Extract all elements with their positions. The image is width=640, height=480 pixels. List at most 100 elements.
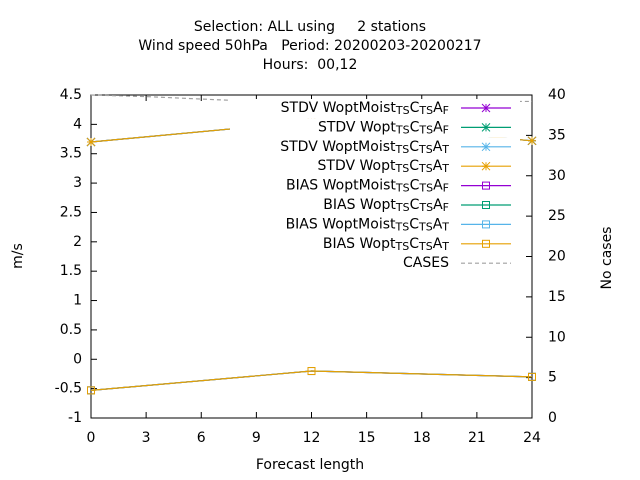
chart-title: Wind speed 50hPa Period: 20200203-202002…	[138, 38, 481, 54]
y-tick-label: 3	[73, 175, 82, 191]
text-part: A	[433, 158, 443, 174]
series-line	[90, 370, 533, 391]
legend-label: STDV WoptTSCTSAF	[318, 119, 449, 136]
subscript: TS	[395, 201, 410, 214]
y2-tick-label: 20	[548, 249, 566, 265]
subscript: F	[443, 201, 449, 214]
y-tick-label: 2	[73, 234, 82, 250]
x-tick-label: 24	[523, 430, 541, 446]
subscript: F	[443, 182, 449, 195]
point	[482, 201, 490, 209]
y2-tick-label: 5	[548, 370, 557, 386]
legend-bg	[230, 157, 520, 177]
text-part: A	[433, 236, 443, 252]
subscript: TS	[418, 221, 433, 234]
subscript: TS	[418, 143, 433, 156]
subscript: TS	[418, 162, 433, 175]
y-tick-label: -0.5	[55, 381, 82, 397]
point	[86, 137, 96, 147]
x-tick-label: 9	[252, 430, 261, 446]
y-tick-label: 3.5	[60, 146, 82, 162]
point	[482, 181, 490, 190]
subscript: TS	[395, 104, 410, 117]
y2-tick-label: 40	[548, 87, 566, 103]
subscript: TS	[395, 143, 410, 156]
y2-axis-label: No cases	[599, 227, 615, 290]
y2-tick-label: 25	[548, 208, 566, 224]
subscript: TS	[418, 182, 433, 195]
text-part: STDV WoptMoist	[280, 139, 396, 155]
legend-label: STDV WoptMoistTSCTSAF	[281, 100, 449, 117]
point	[482, 239, 490, 248]
legend-bg	[230, 215, 520, 235]
text-part: A	[433, 139, 443, 155]
subscript: TS	[395, 182, 410, 195]
text-part: A	[433, 178, 443, 194]
subscript: F	[443, 124, 449, 137]
x-tick-label: 0	[87, 430, 96, 446]
legend-label: BIAS WoptTSCTSAF	[323, 197, 449, 214]
x-tick-label: 21	[468, 430, 486, 446]
x-tick-label: 15	[358, 430, 376, 446]
text-part: C	[410, 178, 420, 194]
y-tick-label: 0.5	[60, 322, 82, 338]
legend-bg	[230, 99, 520, 119]
subscript: TS	[395, 124, 410, 137]
subscript: T	[441, 143, 449, 156]
y-tick-label: -1	[68, 410, 82, 426]
point	[87, 386, 95, 395]
text-part: BIAS WoptMoist	[286, 216, 396, 232]
y-tick-label: 2.5	[60, 204, 82, 220]
legend-label: CASES	[403, 255, 449, 271]
point	[481, 123, 491, 132]
y2-tick-label: 10	[548, 329, 566, 345]
subscript: TS	[418, 124, 433, 137]
legend-bg	[230, 254, 520, 274]
x-tick-label: 6	[197, 430, 206, 446]
text-part: BIAS Wopt	[323, 197, 396, 213]
subscript: T	[441, 162, 449, 175]
y-tick-label: 1	[73, 293, 82, 309]
subscript: TS	[418, 240, 433, 253]
subscript: TS	[395, 162, 410, 175]
subscript: F	[443, 104, 449, 117]
text-part: CASES	[403, 255, 449, 271]
text-part: C	[410, 100, 420, 116]
chart-title: Hours: 00,12	[263, 57, 358, 73]
text-part: STDV Wopt	[318, 158, 396, 174]
x-tick-label: 12	[303, 430, 321, 446]
legend-bg	[230, 196, 520, 216]
y2-tick-label: 30	[548, 168, 566, 184]
text-part: A	[433, 197, 443, 213]
subscript: TS	[418, 201, 433, 214]
text-part: STDV Wopt	[318, 119, 396, 135]
series-line	[90, 370, 533, 391]
x-tick-label: 3	[142, 430, 151, 446]
point	[307, 367, 316, 376]
point	[481, 142, 491, 152]
point	[527, 136, 537, 146]
text-part: C	[409, 236, 419, 252]
subscript: TS	[418, 104, 433, 117]
y2-tick-label: 0	[548, 410, 557, 426]
y2-tick-label: 15	[548, 289, 566, 305]
text-part: C	[410, 197, 420, 213]
point	[481, 103, 491, 113]
text-part: BIAS WoptMoist	[286, 178, 396, 194]
point	[528, 372, 536, 381]
x-axis-label: Forecast length	[256, 457, 364, 473]
y-tick-label: 1.5	[60, 263, 82, 279]
y-axis-label: m/s	[10, 243, 26, 269]
text-part: A	[433, 216, 443, 232]
legend-label: BIAS WoptTSCTSAT	[323, 236, 449, 253]
subscript: TS	[395, 221, 410, 234]
legend-label: STDV WoptMoistTSCTSAT	[280, 139, 449, 156]
text-part: C	[409, 139, 419, 155]
subscript: T	[441, 221, 449, 234]
legend-bg	[230, 137, 520, 158]
y-tick-label: 4	[73, 116, 82, 132]
text-part: C	[410, 119, 420, 135]
legend-label: BIAS WoptMoistTSCTSAF	[286, 178, 449, 195]
series-line	[90, 370, 533, 391]
